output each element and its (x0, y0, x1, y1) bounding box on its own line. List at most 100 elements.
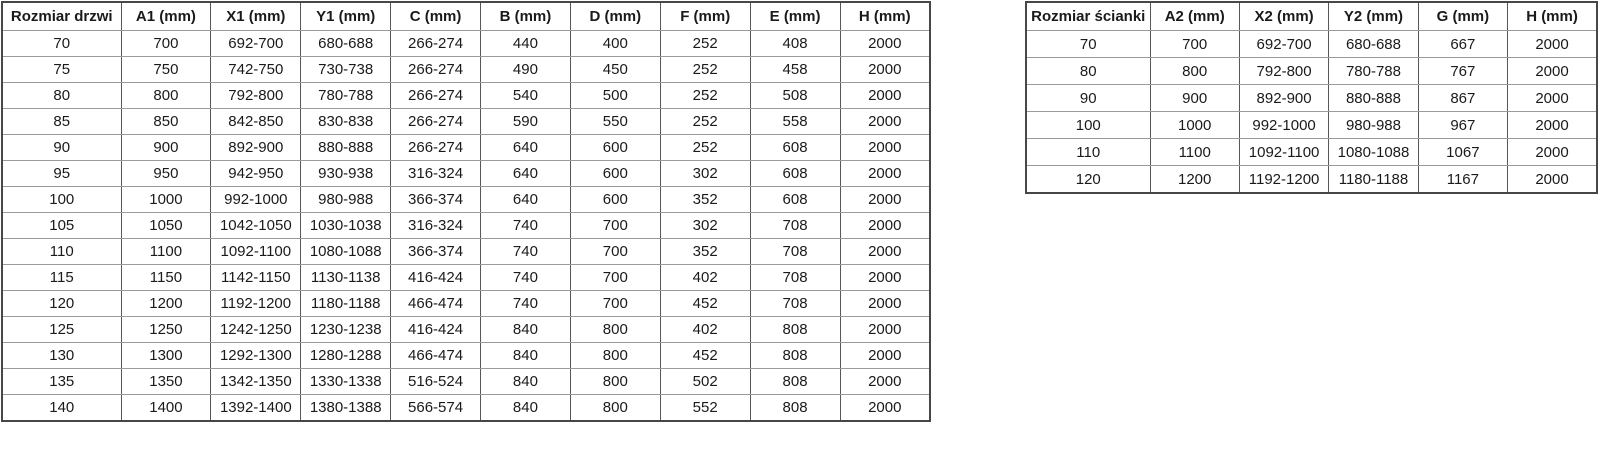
table-cell: 105 (1, 212, 122, 239)
table-cell: 2000 (839, 238, 931, 265)
table-cell: 408 (749, 30, 841, 57)
table-cell: 900 (1149, 84, 1240, 112)
table-cell: 266-274 (390, 108, 481, 135)
table-cell: 892-900 (210, 134, 302, 161)
table-cell: 402 (659, 316, 751, 343)
table-cell: 700 (1149, 30, 1240, 58)
table-cell: 450 (569, 56, 661, 83)
column-header: Y2 (mm) (1328, 1, 1419, 31)
table-cell: 2000 (839, 160, 931, 187)
table-cell: 70 (1025, 30, 1151, 58)
table-cell: 800 (569, 394, 661, 422)
table-cell: 950 (120, 160, 212, 187)
table-cell: 600 (569, 134, 661, 161)
column-header: Y1 (mm) (300, 1, 392, 31)
table-cell: 252 (659, 108, 751, 135)
table-cell: 1392-1400 (210, 394, 302, 422)
table-cell: 680-688 (300, 30, 392, 57)
table-cell: 992-1000 (210, 186, 302, 213)
table-cell: 1200 (1149, 165, 1240, 194)
table-cell: 1080-1088 (1328, 138, 1419, 166)
table-row: 95 950 942-950 930-938 316-324 640 600 302 608 20… (1, 160, 931, 187)
table-cell: 892-900 (1238, 84, 1330, 112)
column-header: Rozmiar drzwi (1, 1, 122, 31)
table-cell: 2000 (839, 368, 931, 395)
column-header: C (mm) (390, 1, 481, 31)
table-cell: 80 (1025, 57, 1151, 85)
table-cell: 266-274 (390, 56, 481, 83)
table-cell: 1250 (120, 316, 212, 343)
table-cell: 1100 (120, 238, 212, 265)
column-header: G (mm) (1417, 1, 1509, 31)
table-cell: 2000 (839, 30, 931, 57)
table-cell: 608 (749, 186, 841, 213)
table-cell: 692-700 (210, 30, 302, 57)
table-cell: 750 (120, 56, 212, 83)
table-cell: 2000 (1507, 138, 1598, 166)
table-cell: 2000 (839, 290, 931, 317)
table-cell: 115 (1, 264, 122, 291)
table-cell: 302 (659, 212, 751, 239)
table-row: 100 1000 992-1000 980-988 967 2000 (1025, 111, 1598, 139)
table-row: 85 850 842-850 830-838 266-274 590 550 252 558 20… (1, 108, 931, 135)
table-cell: 1342-1350 (210, 368, 302, 395)
table-cell: 352 (659, 238, 751, 265)
column-header: H (mm) (1507, 1, 1598, 31)
column-header: B (mm) (480, 1, 571, 31)
table-cell: 980-988 (1328, 111, 1419, 139)
table-cell: 1350 (120, 368, 212, 395)
table-cell: 740 (480, 238, 571, 265)
table-cell: 1042-1050 (210, 212, 302, 239)
table-cell: 135 (1, 368, 122, 395)
table-cell: 452 (659, 290, 751, 317)
table-cell: 692-700 (1238, 30, 1330, 58)
table-row: 75 750 742-750 730-738 266-274 490 450 252 458 20… (1, 56, 931, 83)
table-cell: 130 (1, 342, 122, 369)
table-cell: 808 (749, 394, 841, 422)
table-cell: 1200 (120, 290, 212, 317)
table-cell: 120 (1025, 165, 1151, 194)
table-cell: 95 (1, 160, 122, 187)
table-row: 70 700 692-700 680-688 667 2000 (1025, 30, 1598, 58)
table-cell: 1150 (120, 264, 212, 291)
table-cell: 2000 (839, 108, 931, 135)
table-cell: 980-988 (300, 186, 392, 213)
table-cell: 942-950 (210, 160, 302, 187)
table-cell: 2000 (839, 342, 931, 369)
table-cell: 402 (659, 264, 751, 291)
table-cell: 466-474 (390, 290, 481, 317)
table-cell: 458 (749, 56, 841, 83)
table-cell: 792-800 (210, 82, 302, 109)
table-row: 140 1400 1392-1400 1380-1388 566-574 840 800 55… (1, 394, 931, 422)
table-cell: 1142-1150 (210, 264, 302, 291)
table-cell: 800 (120, 82, 212, 109)
table-cell: 880-888 (300, 134, 392, 161)
table-cell: 550 (569, 108, 661, 135)
table-cell: 2000 (1507, 84, 1598, 112)
table-cell: 452 (659, 342, 751, 369)
table-cell: 742-750 (210, 56, 302, 83)
table-cell: 1292-1300 (210, 342, 302, 369)
table-cell: 767 (1417, 57, 1509, 85)
table-cell: 1092-1100 (210, 238, 302, 265)
table-cell: 930-938 (300, 160, 392, 187)
table-row: 80 800 792-800 780-788 266-274 540 500 252 508 20… (1, 82, 931, 109)
table-cell: 366-374 (390, 186, 481, 213)
table-cell: 600 (569, 186, 661, 213)
table-cell: 2000 (839, 212, 931, 239)
table-row: 120 1200 1192-1200 1180-1188 1167 2000 (1025, 165, 1598, 194)
table-cell: 800 (569, 368, 661, 395)
table-cell: 708 (749, 290, 841, 317)
table-cell: 640 (480, 186, 571, 213)
table-cell: 967 (1417, 111, 1509, 139)
table-cell: 1030-1038 (300, 212, 392, 239)
table-cell: 792-800 (1238, 57, 1330, 85)
table-cell: 516-524 (390, 368, 481, 395)
table-row: 105 1050 1042-1050 1030-1038 316-324 740 700 30… (1, 212, 931, 239)
table-cell: 842-850 (210, 108, 302, 135)
table-cell: 1050 (120, 212, 212, 239)
table-cell: 2000 (1507, 30, 1598, 58)
table-cell: 800 (1149, 57, 1240, 85)
table-cell: 780-788 (1328, 57, 1419, 85)
